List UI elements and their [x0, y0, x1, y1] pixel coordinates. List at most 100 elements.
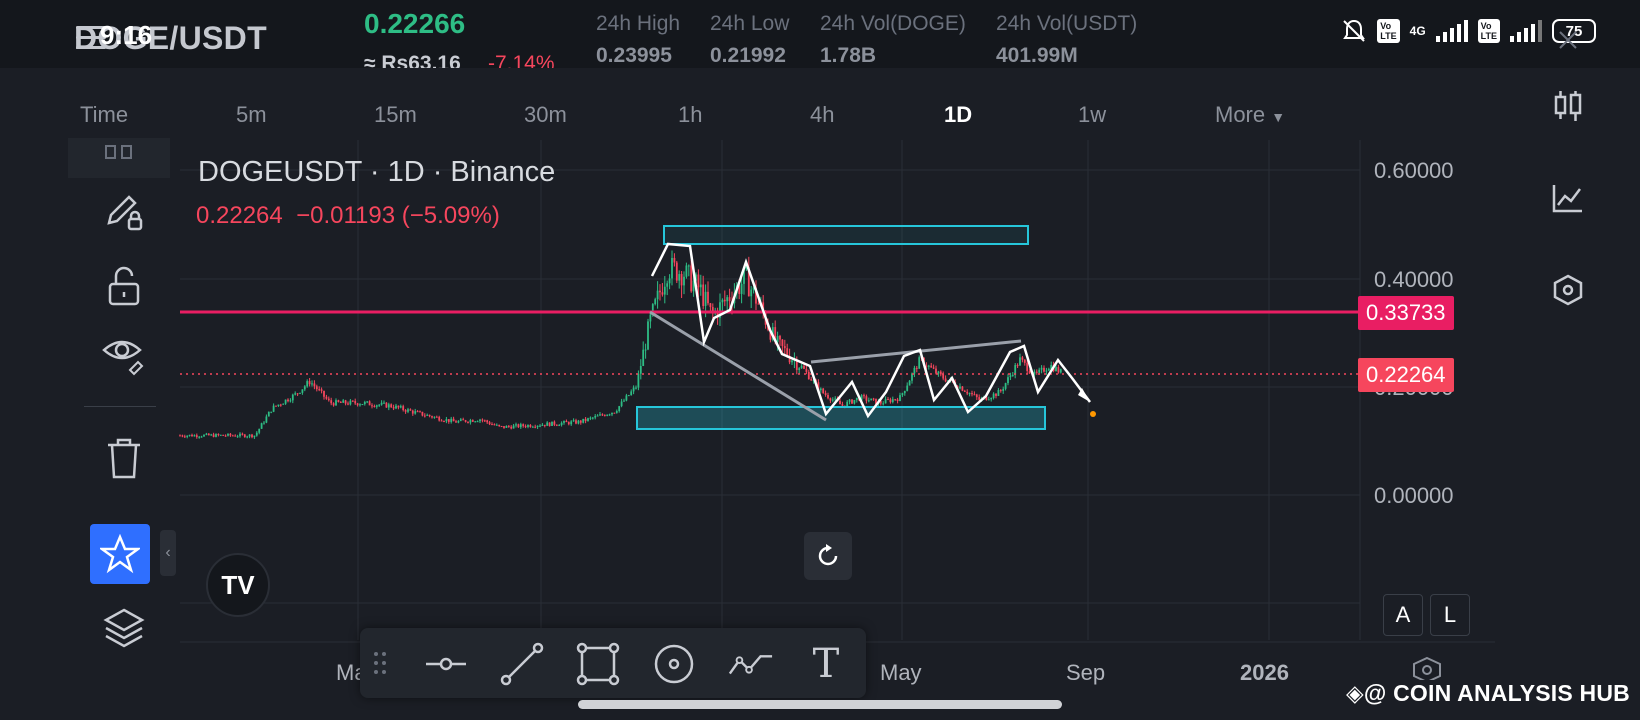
- horizontal-line-tool[interactable]: [422, 640, 470, 688]
- chart-legend: 0.22264 −0.01193 (−5.09%): [196, 202, 500, 230]
- rectangle-tool[interactable]: [574, 640, 622, 688]
- pair-title[interactable]: DOGE/USDT: [74, 20, 267, 56]
- candle-body: [395, 405, 397, 409]
- candle-body: [776, 335, 779, 342]
- candle-body: [207, 433, 210, 436]
- menu-icon[interactable]: [76, 26, 106, 52]
- candle-body: [944, 378, 947, 382]
- tab-4h[interactable]: 4h: [810, 102, 835, 127]
- candle-body: [236, 436, 239, 438]
- candle-body: [212, 434, 215, 437]
- candle-body: [1016, 365, 1019, 367]
- candle-body: [1007, 377, 1009, 384]
- candle-body: [327, 398, 330, 401]
- candle-body: [899, 395, 901, 401]
- candle-body: [186, 435, 189, 437]
- candle-body: [505, 425, 508, 428]
- candle-body: [534, 426, 537, 428]
- candle-body: [791, 360, 793, 363]
- candle-body: [421, 411, 424, 416]
- candle-body: [1011, 374, 1014, 376]
- watermark-text: @ COIN ANALYSIS HUB: [1363, 680, 1630, 706]
- candle-body: [839, 400, 841, 405]
- tab-time[interactable]: Time: [80, 102, 129, 127]
- layers-button[interactable]: [94, 598, 154, 658]
- collapse-toolbar-button[interactable]: ‹: [160, 530, 176, 576]
- candle-body: [1047, 368, 1050, 371]
- settings-button[interactable]: [1540, 262, 1596, 318]
- candle-body: [911, 373, 913, 381]
- candle-body: [349, 400, 352, 405]
- support-box[interactable]: [636, 406, 1046, 430]
- candle-body: [695, 274, 697, 281]
- candle-body: [385, 402, 388, 408]
- drag-handle-icon[interactable]: [372, 650, 388, 676]
- candle-body: [608, 414, 611, 416]
- visibility-button[interactable]: [94, 324, 154, 384]
- candle-body: [363, 402, 366, 405]
- candle-body: [315, 386, 318, 390]
- candle-body: [325, 396, 328, 399]
- star-icon: [100, 534, 140, 574]
- candle-body: [438, 416, 441, 421]
- tab-more[interactable]: More ▼: [1215, 102, 1285, 128]
- candle-body: [193, 435, 196, 437]
- circle-tool[interactable]: [650, 640, 698, 688]
- chart-type-button[interactable]: [1540, 78, 1596, 134]
- candle-body: [361, 404, 364, 406]
- reset-chart-button[interactable]: [804, 532, 852, 580]
- path-tool[interactable]: [726, 640, 774, 688]
- resistance-box[interactable]: [663, 225, 1029, 245]
- candle-body: [210, 434, 213, 436]
- tab-15m[interactable]: 15m: [374, 102, 417, 127]
- candle-body: [191, 434, 193, 437]
- indicators-button[interactable]: [1540, 170, 1596, 226]
- lock-button[interactable]: [94, 256, 154, 316]
- delete-button[interactable]: [94, 428, 154, 488]
- log-scale-button[interactable]: L: [1430, 594, 1470, 636]
- candle-body: [332, 403, 335, 406]
- candle-body: [519, 424, 522, 428]
- rectangle-icon: [576, 642, 620, 686]
- lock-icon: [108, 266, 140, 306]
- tradingview-logo[interactable]: TV: [206, 553, 270, 617]
- candle-body: [409, 409, 412, 411]
- candle-body: [623, 400, 625, 402]
- candle-body: [575, 420, 577, 424]
- pencil-lock-button[interactable]: [94, 182, 154, 242]
- tab-1h[interactable]: 1h: [678, 102, 703, 127]
- text-tool[interactable]: T: [802, 640, 850, 688]
- auto-scale-button[interactable]: A: [1383, 594, 1423, 636]
- candle-body: [587, 418, 589, 421]
- candle-body: [680, 274, 683, 286]
- home-indicator[interactable]: [578, 700, 1062, 709]
- settings-hex-small-icon[interactable]: [1410, 656, 1444, 680]
- candle-body: [368, 401, 371, 406]
- candle-body: [824, 393, 827, 395]
- tab-1d[interactable]: 1D: [944, 102, 973, 127]
- candle-body: [219, 434, 222, 436]
- candle-body: [997, 390, 1000, 396]
- candle-body: [543, 424, 546, 426]
- close-icon[interactable]: [1556, 28, 1580, 52]
- candle-body: [1004, 383, 1007, 389]
- candle-body: [459, 419, 462, 421]
- candle-body: [848, 399, 851, 402]
- candle-body: [985, 397, 988, 401]
- favorites-button[interactable]: [90, 524, 150, 584]
- trend-line-tool[interactable]: [498, 640, 546, 688]
- trend-line-down[interactable]: [649, 310, 827, 422]
- candle-body: [227, 433, 229, 436]
- candle-body: [906, 385, 909, 391]
- tab-5m[interactable]: 5m: [236, 102, 267, 127]
- candle-body: [239, 433, 241, 437]
- candle-body: [915, 367, 918, 369]
- drawing-lock-icon[interactable]: [104, 142, 134, 162]
- status-time: 9:16: [100, 20, 153, 50]
- projection-path[interactable]: [650, 242, 1091, 419]
- candle-body: [255, 432, 258, 436]
- tab-1w[interactable]: 1w: [1078, 102, 1107, 127]
- tab-30m[interactable]: 30m: [524, 102, 567, 127]
- candle-body: [656, 290, 659, 300]
- candle-body: [258, 428, 261, 433]
